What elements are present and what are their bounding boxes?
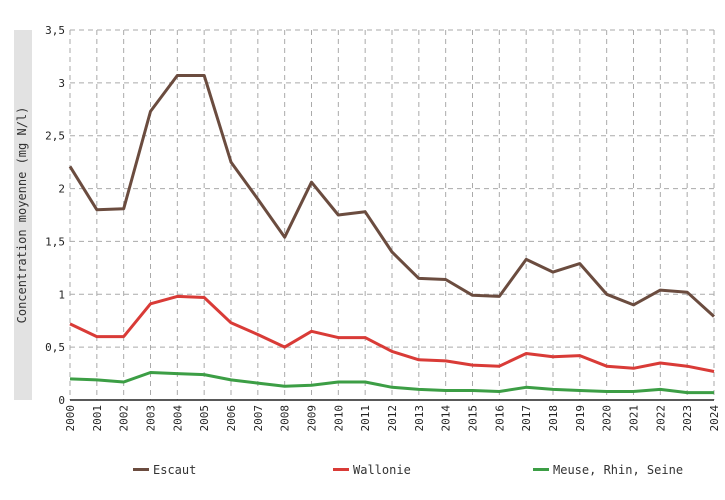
x-tick-label: 2013	[413, 405, 426, 432]
x-tick-label: 2020	[601, 405, 614, 432]
y-axis-band	[14, 30, 32, 400]
grid	[69, 29, 715, 401]
x-tick-label: 2023	[681, 405, 694, 432]
x-tick-label: 2006	[225, 405, 238, 432]
x-tick-label: 2018	[547, 405, 560, 432]
x-tick-label: 2016	[493, 405, 506, 432]
y-tick-label: 0	[58, 394, 65, 407]
x-tick-label: 2012	[386, 405, 399, 432]
x-tick-label: 2010	[332, 405, 345, 432]
y-tick-label: 0,5	[45, 341, 65, 354]
x-tick-label: 2005	[198, 405, 211, 432]
x-tick-label: 2017	[520, 405, 533, 432]
series-line-wallonie	[69, 294, 715, 373]
x-tick-label: 2022	[654, 405, 667, 432]
legend-label: Meuse, Rhin, Seine	[553, 463, 683, 477]
x-tick-label: 2008	[279, 405, 292, 432]
x-tick-label: 2002	[118, 405, 131, 432]
y-tick-labels: 0 0,5 1 1,5 2 2,5 3 3,5	[45, 24, 65, 407]
x-tick-label: 2009	[306, 405, 319, 432]
legend-label: Wallonie	[353, 463, 411, 477]
x-tick-label: 2003	[145, 405, 158, 432]
series-line-meuse-rhin-seine	[69, 371, 714, 395]
x-tick-label: 2015	[467, 405, 480, 432]
x-tick-label: 2004	[171, 405, 184, 432]
x-tick-labels: 2000 2001 2002 2003 2004 2005 2006 2007 2008 2009…	[64, 405, 721, 432]
y-tick-label: 2	[58, 183, 65, 196]
x-tick-label: 2000	[64, 405, 77, 432]
x-tick-label: 2019	[574, 405, 587, 432]
y-tick-label: 1,5	[45, 235, 65, 248]
y-tick-label: 3	[58, 77, 65, 90]
x-tick-label: 2014	[440, 405, 453, 432]
legend-label: Escaut	[153, 463, 196, 477]
series-lines	[68, 74, 716, 395]
y-axis-title: Concentration moyenne (mg N/l)	[15, 107, 29, 324]
series-line-escaut	[68, 74, 716, 318]
y-tick-label: 3,5	[45, 24, 65, 37]
x-tick-label: 2024	[708, 405, 721, 432]
legend: Escaut Wallonie Meuse, Rhin, Seine	[133, 463, 683, 477]
y-tick-label: 1	[58, 288, 65, 301]
x-tick-label: 2001	[91, 405, 104, 432]
x-tick-label: 2007	[252, 405, 265, 432]
x-tick-label: 2011	[359, 405, 372, 432]
x-tick-label: 2021	[628, 405, 641, 432]
y-tick-label: 2,5	[45, 130, 65, 143]
